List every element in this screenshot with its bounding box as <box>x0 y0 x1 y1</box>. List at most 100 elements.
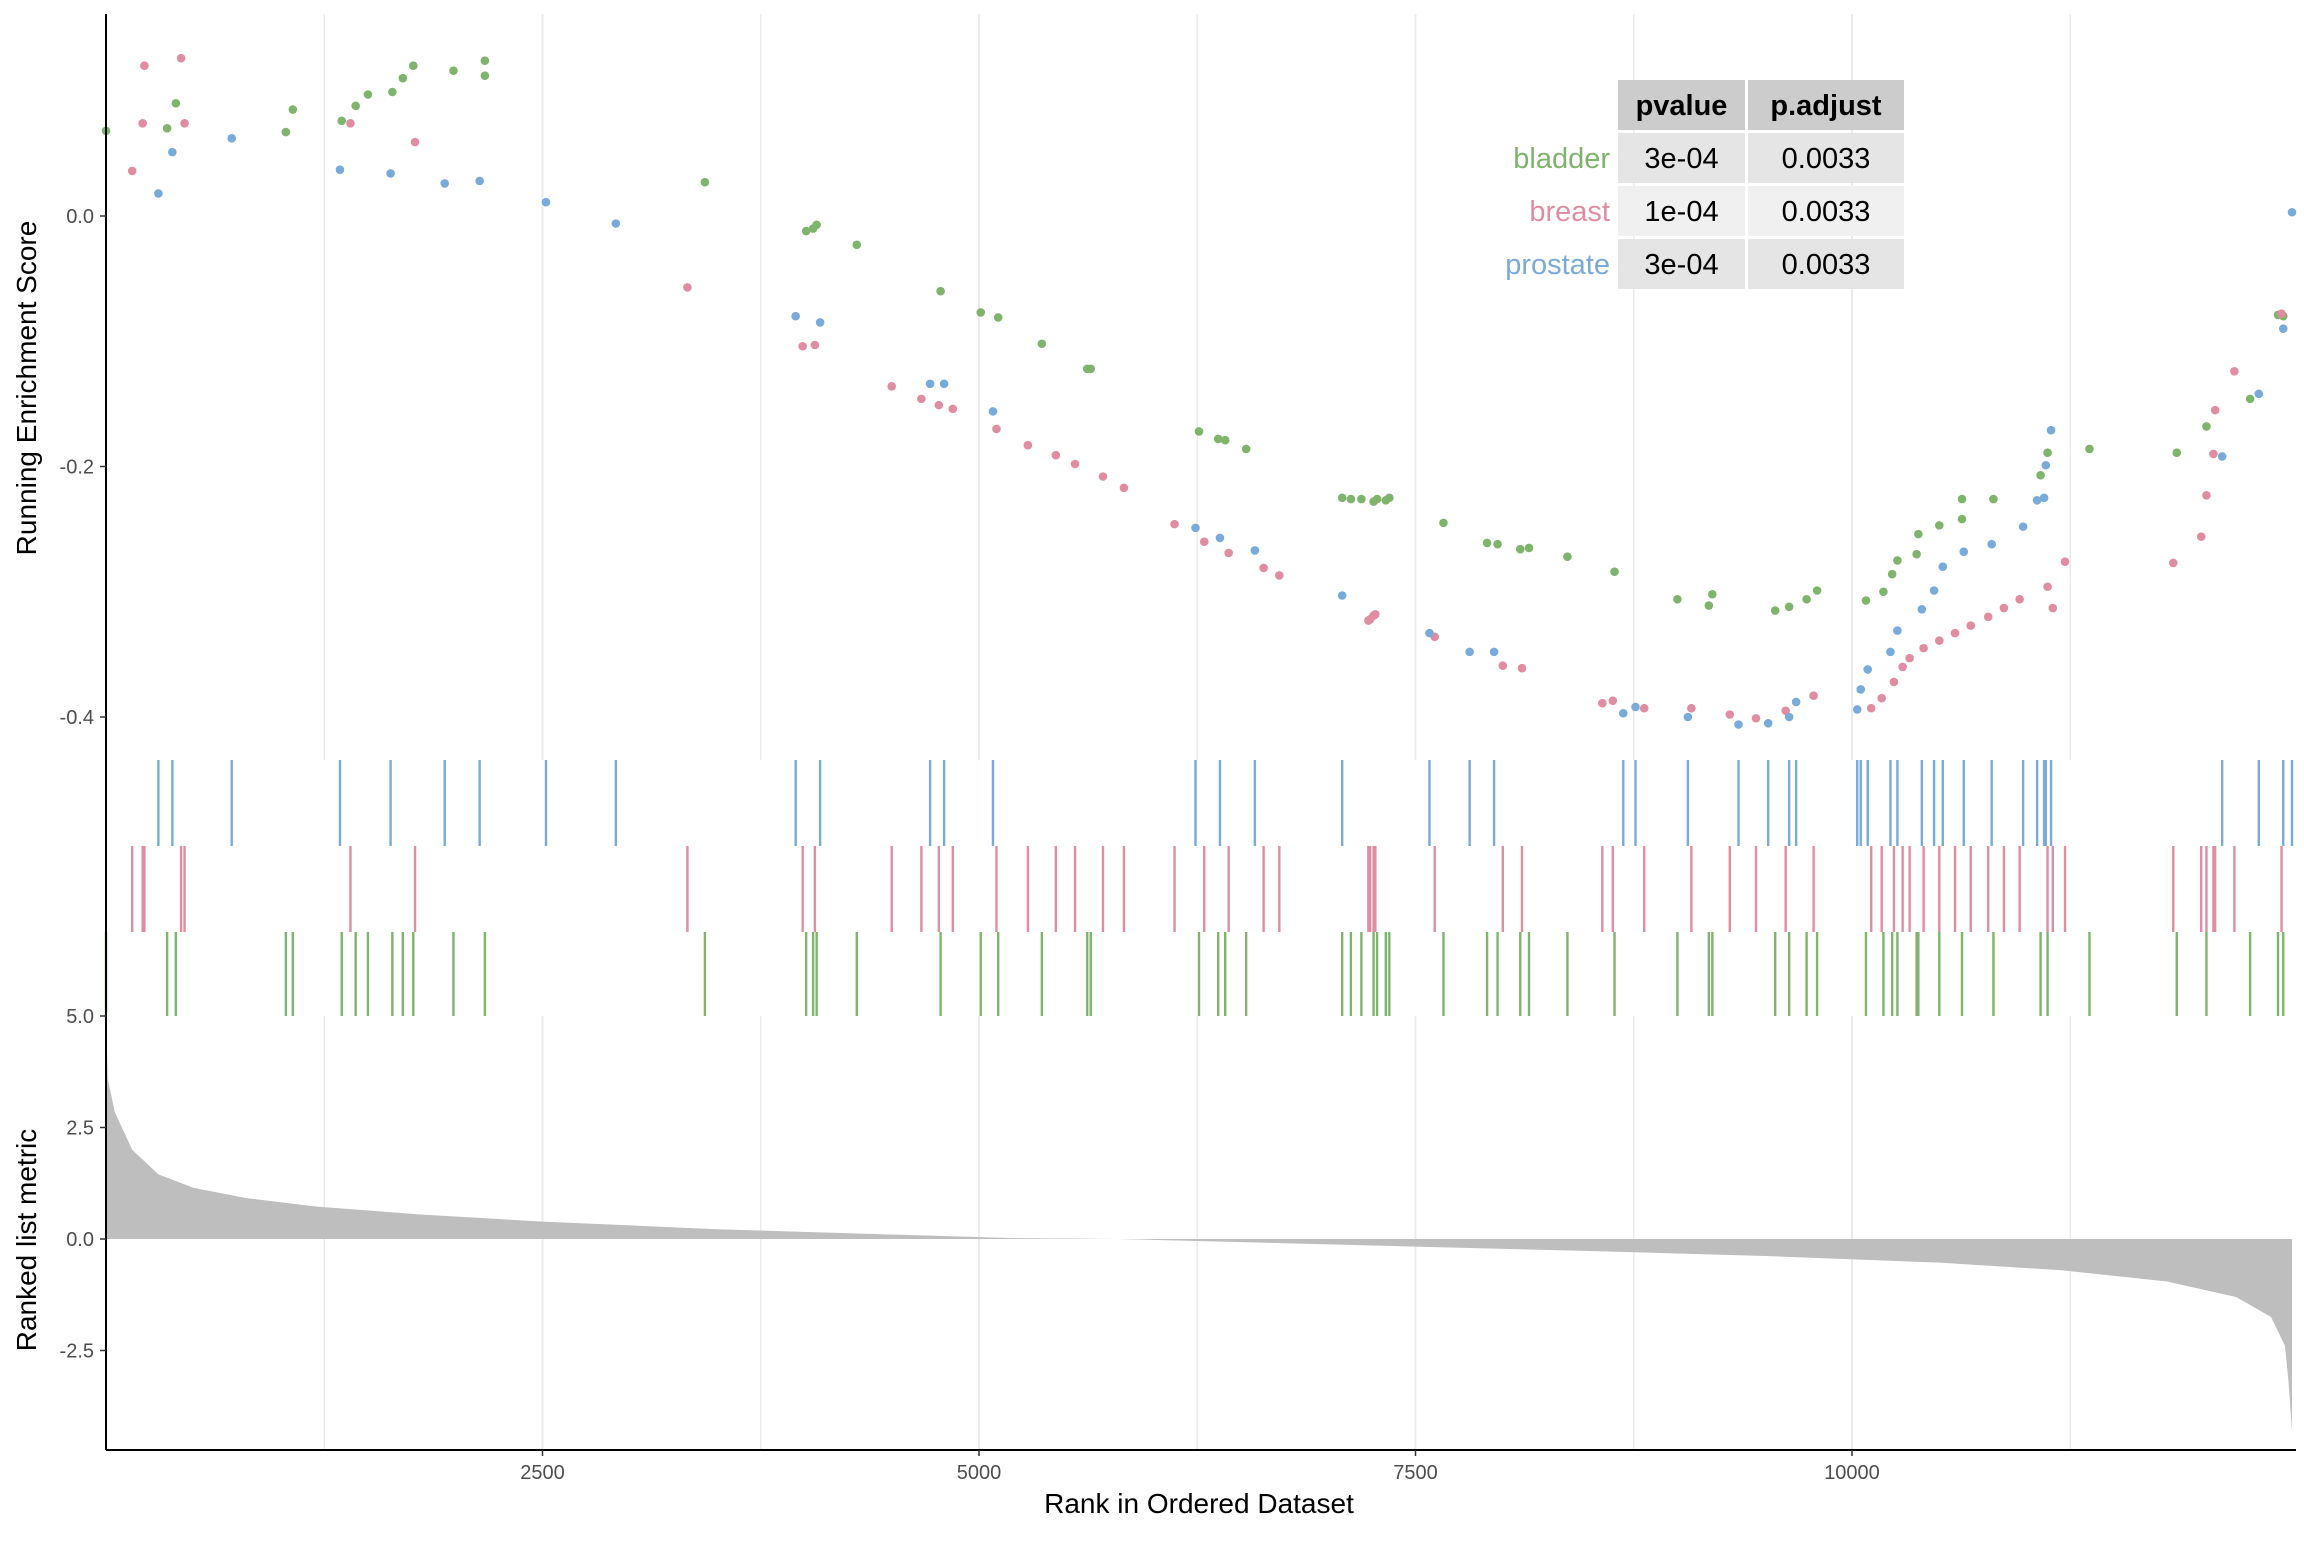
point-prostate <box>154 189 163 198</box>
point-breast <box>1983 612 1993 622</box>
point-prostate <box>1856 685 1866 694</box>
y-axis-title-bottom: Ranked list metric <box>11 1129 42 1352</box>
point-breast <box>1781 706 1790 716</box>
point-prostate <box>1959 547 1969 556</box>
table-header-cell-pvalue <box>1618 80 1745 130</box>
point-breast <box>2209 449 2218 459</box>
point-prostate <box>2018 522 2028 531</box>
table-cell-bg <box>1618 239 1745 289</box>
point-breast <box>1919 643 1928 653</box>
point-prostate <box>1938 562 1948 571</box>
point-breast <box>810 340 820 350</box>
point-prostate <box>791 311 800 321</box>
point-breast <box>180 119 189 128</box>
point-bladder <box>1037 339 1047 349</box>
x-tick-label: 10000 <box>1824 1462 1880 1484</box>
point-prostate <box>1784 712 1794 722</box>
point-bladder <box>2202 422 2211 431</box>
point-prostate <box>611 219 621 228</box>
point-breast <box>2196 532 2206 541</box>
point-breast <box>1809 691 1818 701</box>
y-tick-label-bottom: 0.0 <box>66 1229 94 1251</box>
point-bladder <box>1770 606 1780 615</box>
table-cell-bg <box>1618 186 1745 236</box>
point-prostate <box>2041 460 2051 470</box>
point-prostate <box>925 379 935 389</box>
point-bladder <box>351 101 360 111</box>
table-cell-bg <box>1618 133 1745 183</box>
point-breast <box>346 119 355 128</box>
table-cell-padjust-prostate: 0.0033 <box>1782 249 1871 281</box>
table-cell-bg <box>1748 239 1904 289</box>
point-prostate <box>335 165 345 174</box>
point-bladder <box>1610 567 1619 577</box>
point-breast <box>140 61 149 70</box>
point-prostate <box>1987 539 1996 549</box>
point-prostate <box>1618 708 1628 718</box>
x-axis-title: Rank in Ordered Dataset <box>1044 1488 1354 1519</box>
point-bladder <box>1989 494 1998 504</box>
point-prostate <box>1917 604 1927 614</box>
point-bladder <box>449 66 458 76</box>
point-breast <box>2277 309 2286 318</box>
point-bladder <box>1673 594 1682 604</box>
point-bladder <box>388 87 397 97</box>
y-tick-label-top: 0.0 <box>66 206 94 228</box>
point-breast <box>1224 548 1233 558</box>
point-prostate <box>2046 425 2056 435</box>
point-prostate <box>2217 452 2227 461</box>
point-bladder <box>1704 601 1714 610</box>
point-prostate <box>2039 493 2049 503</box>
point-breast <box>992 424 1001 434</box>
point-bladder <box>1914 529 1923 539</box>
point-breast <box>1498 661 1508 670</box>
point-breast <box>798 341 807 351</box>
point-bladder <box>1957 514 1967 524</box>
point-breast <box>1950 628 1960 638</box>
point-bladder <box>288 105 298 114</box>
point-bladder <box>936 286 945 296</box>
table-header-cell-padjust <box>1748 80 1904 130</box>
point-prostate <box>1631 702 1640 712</box>
point-bladder <box>1482 538 1492 548</box>
point-breast <box>2210 405 2220 415</box>
point-breast <box>2168 558 2178 568</box>
point-bladder <box>1524 543 1534 553</box>
point-prostate <box>815 318 825 327</box>
table-cell-bg <box>1748 186 1904 236</box>
point-breast <box>917 394 926 404</box>
point-prostate <box>440 179 450 188</box>
point-breast <box>1889 677 1899 687</box>
point-bladder <box>700 177 710 187</box>
point-bladder <box>1213 434 1223 444</box>
point-bladder <box>2043 448 2052 458</box>
point-bladder <box>398 73 408 83</box>
point-bladder <box>1912 549 1921 559</box>
point-breast <box>1259 563 1268 573</box>
point-bladder <box>1893 556 1902 565</box>
point-prostate <box>1465 647 1474 657</box>
table-cell-bg <box>1748 133 1904 183</box>
y-tick-label-top: -0.4 <box>60 707 94 729</box>
point-bladder <box>162 124 172 133</box>
point-bladder <box>1194 427 1204 436</box>
point-breast <box>138 119 147 128</box>
point-breast <box>1877 693 1886 703</box>
point-breast <box>948 404 958 414</box>
point-bladder <box>1372 494 1382 504</box>
point-breast <box>887 382 897 391</box>
point-breast <box>1898 662 1907 672</box>
point-breast <box>1751 713 1761 723</box>
point-breast <box>1608 696 1618 706</box>
table-row-name-prostate: prostate <box>1505 249 1610 281</box>
point-bladder <box>480 56 490 65</box>
point-prostate <box>1489 647 1499 657</box>
point-breast <box>1051 450 1061 460</box>
point-breast <box>1866 703 1876 713</box>
point-bladder <box>480 71 490 81</box>
point-bladder <box>1385 493 1394 503</box>
table-cell-pvalue-breast: 1e-04 <box>1644 196 1718 228</box>
point-breast <box>410 137 420 147</box>
point-bladder <box>1086 364 1096 374</box>
